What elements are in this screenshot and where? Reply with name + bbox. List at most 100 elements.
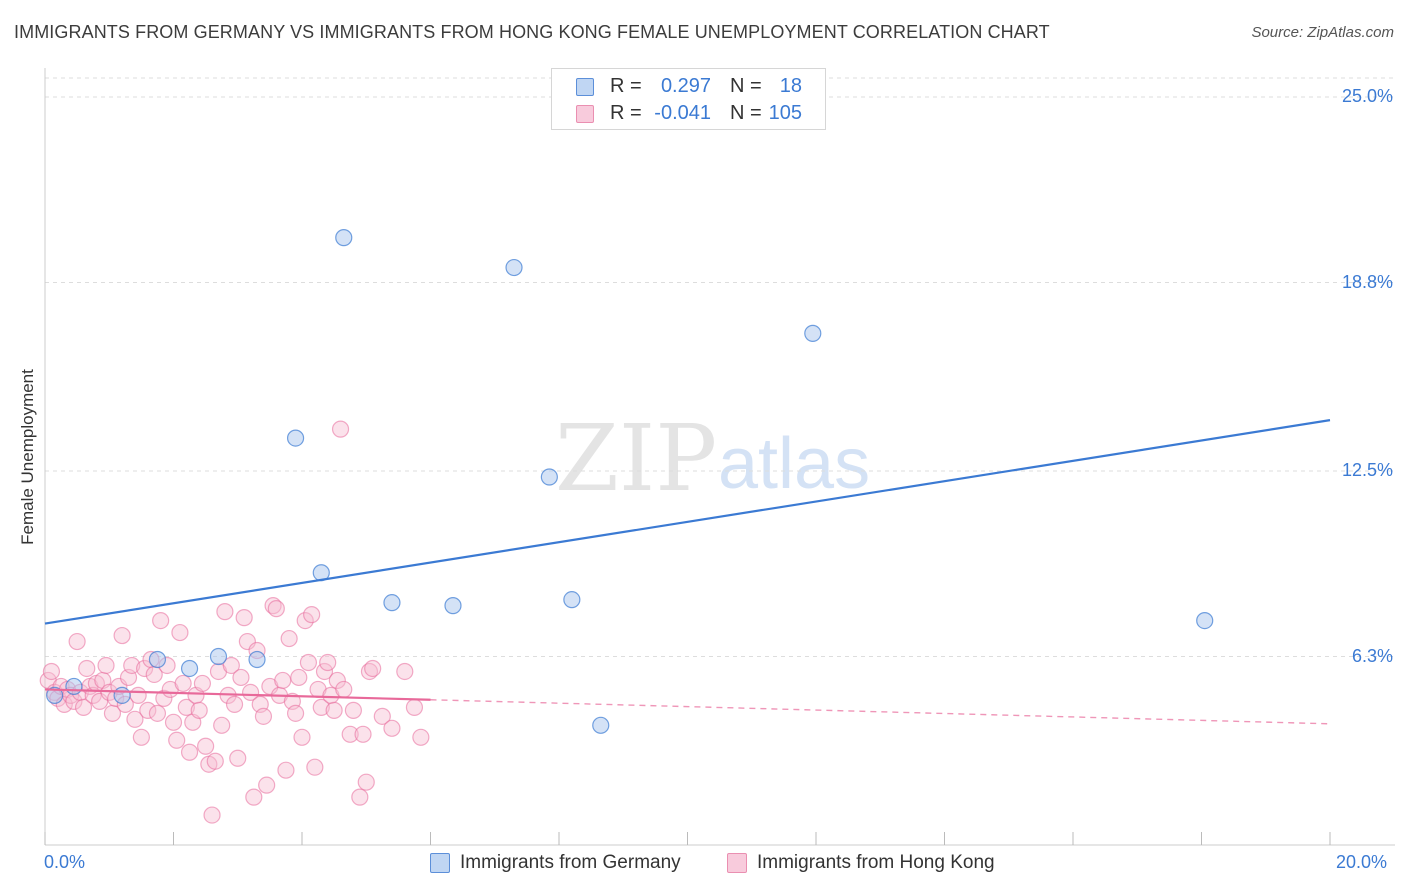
hongkong-point bbox=[293, 728, 311, 746]
hongkong-points bbox=[39, 420, 430, 824]
y-tick-label: 12.5% bbox=[1341, 460, 1393, 480]
hongkong-point bbox=[335, 680, 353, 699]
legend-r-label: R = bbox=[610, 102, 642, 124]
hongkong-point bbox=[113, 626, 131, 645]
trend-lines bbox=[44, 419, 1331, 725]
hongkong-point bbox=[277, 761, 295, 779]
hongkong-point bbox=[364, 659, 382, 678]
hongkong-point bbox=[286, 704, 305, 722]
hongkong-point bbox=[123, 656, 141, 675]
germany-point bbox=[383, 594, 401, 612]
watermark: ZIP atlas bbox=[555, 405, 870, 512]
hongkong-point bbox=[203, 806, 221, 824]
legend-n-label: N = bbox=[730, 102, 762, 124]
hongkong-point bbox=[177, 698, 195, 716]
hongkong-point bbox=[152, 611, 170, 630]
hongkong-point bbox=[351, 788, 369, 806]
germany-point bbox=[286, 429, 305, 447]
hongkong-point bbox=[155, 689, 173, 707]
grid bbox=[45, 77, 1395, 658]
bottom-legend-label-germany: Immigrants from Germany bbox=[460, 852, 681, 873]
x-tick-label-min: 0.0% bbox=[44, 852, 86, 872]
hongkong-point bbox=[280, 629, 298, 648]
legend-n-value: 18 bbox=[779, 75, 802, 97]
hongkong-point bbox=[206, 752, 224, 770]
hongkong-point bbox=[245, 788, 263, 806]
germany-point bbox=[1196, 611, 1214, 630]
hongkong-point bbox=[299, 653, 318, 672]
hongkong-point bbox=[126, 710, 144, 728]
legend-r-label: R = bbox=[610, 75, 642, 97]
hongkong-point bbox=[312, 698, 330, 716]
hongkong-point bbox=[357, 773, 375, 791]
hongkong-point bbox=[242, 683, 260, 702]
hongkong-point bbox=[360, 662, 379, 681]
germany-trend-line bbox=[44, 419, 1331, 625]
chart-title: IMMIGRANTS FROM GERMANY VS IMMIGRANTS FR… bbox=[14, 22, 1050, 42]
hongkong-point bbox=[319, 653, 337, 672]
hongkong-point bbox=[164, 713, 183, 731]
germany-point bbox=[148, 650, 167, 669]
hongkong-point bbox=[264, 597, 282, 615]
hongkong-point bbox=[303, 606, 321, 624]
bottom-legend-swatch-hongkong bbox=[727, 853, 747, 873]
hongkong-point bbox=[232, 668, 250, 687]
y-tick-label: 6.3% bbox=[1351, 645, 1393, 666]
germany-point bbox=[563, 591, 581, 609]
correlation-legend: R = 0.297 N = 18 R = -0.041 N = 105 bbox=[551, 68, 826, 130]
hongkong-point bbox=[405, 698, 424, 716]
hongkong-point bbox=[396, 662, 414, 681]
hongkong-trend-line-solid bbox=[44, 688, 431, 701]
hongkong-point bbox=[315, 662, 334, 681]
hongkong-point bbox=[197, 737, 215, 755]
hongkong-point bbox=[139, 701, 157, 719]
hongkong-point bbox=[267, 600, 285, 618]
hongkong-point bbox=[354, 725, 372, 743]
hongkong-point bbox=[222, 656, 240, 675]
source-label: Source: ZipAtlas.com bbox=[1251, 24, 1394, 41]
y-tick-label: 18.8% bbox=[1341, 271, 1393, 292]
legend-n-value: 105 bbox=[768, 102, 802, 124]
germany-point bbox=[180, 659, 199, 678]
germany-point bbox=[46, 686, 64, 705]
hongkong-point bbox=[306, 758, 324, 776]
hongkong-point bbox=[225, 695, 244, 713]
hongkong-point bbox=[296, 611, 314, 630]
hongkong-point bbox=[171, 623, 189, 642]
germany-point bbox=[505, 258, 523, 277]
hongkong-point bbox=[373, 707, 391, 725]
bottom-legend-label-hongkong: Immigrants from Hong Kong bbox=[757, 852, 995, 873]
bottom-legend-swatch-germany bbox=[430, 853, 450, 873]
germany-point bbox=[592, 716, 610, 734]
hongkong-point bbox=[328, 671, 346, 690]
hongkong-point bbox=[412, 728, 430, 746]
hongkong-point bbox=[174, 674, 192, 693]
hongkong-point bbox=[290, 668, 308, 687]
hongkong-point bbox=[325, 701, 343, 719]
hongkong-point bbox=[135, 659, 154, 678]
germany-point bbox=[444, 597, 462, 615]
hongkong-point bbox=[78, 659, 96, 678]
hongkong-point bbox=[42, 662, 61, 681]
legend-r-value: 0.297 bbox=[660, 75, 711, 97]
hongkong-point bbox=[331, 420, 350, 438]
hongkong-point bbox=[132, 728, 150, 746]
germany-point bbox=[804, 324, 822, 342]
germany-point bbox=[248, 650, 266, 669]
watermark-zip: ZIP bbox=[555, 405, 717, 512]
axes bbox=[44, 68, 1395, 846]
germany-point bbox=[65, 677, 83, 696]
hongkong-point bbox=[235, 609, 253, 627]
legend-n-label: N = bbox=[730, 75, 762, 97]
germany-point bbox=[209, 647, 228, 666]
hongkong-point bbox=[213, 716, 231, 734]
legend-swatch-hongkong bbox=[576, 105, 594, 123]
y-tick-label: 25.0% bbox=[1341, 86, 1393, 106]
x-tick-label-max: 20.0% bbox=[1336, 852, 1388, 872]
hongkong-point bbox=[344, 701, 362, 719]
hongkong-point bbox=[180, 743, 199, 761]
germany-point bbox=[540, 468, 558, 486]
hongkong-point bbox=[74, 698, 93, 716]
hongkong-point bbox=[229, 749, 247, 767]
